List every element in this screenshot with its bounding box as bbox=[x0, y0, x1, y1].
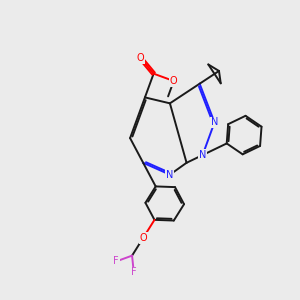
Text: N: N bbox=[199, 150, 206, 160]
Text: N: N bbox=[166, 170, 174, 180]
Text: F: F bbox=[113, 256, 119, 266]
Text: F: F bbox=[131, 268, 136, 278]
Text: O: O bbox=[136, 53, 144, 63]
Text: N: N bbox=[211, 117, 218, 128]
Text: O: O bbox=[139, 233, 147, 243]
Text: O: O bbox=[170, 76, 178, 86]
